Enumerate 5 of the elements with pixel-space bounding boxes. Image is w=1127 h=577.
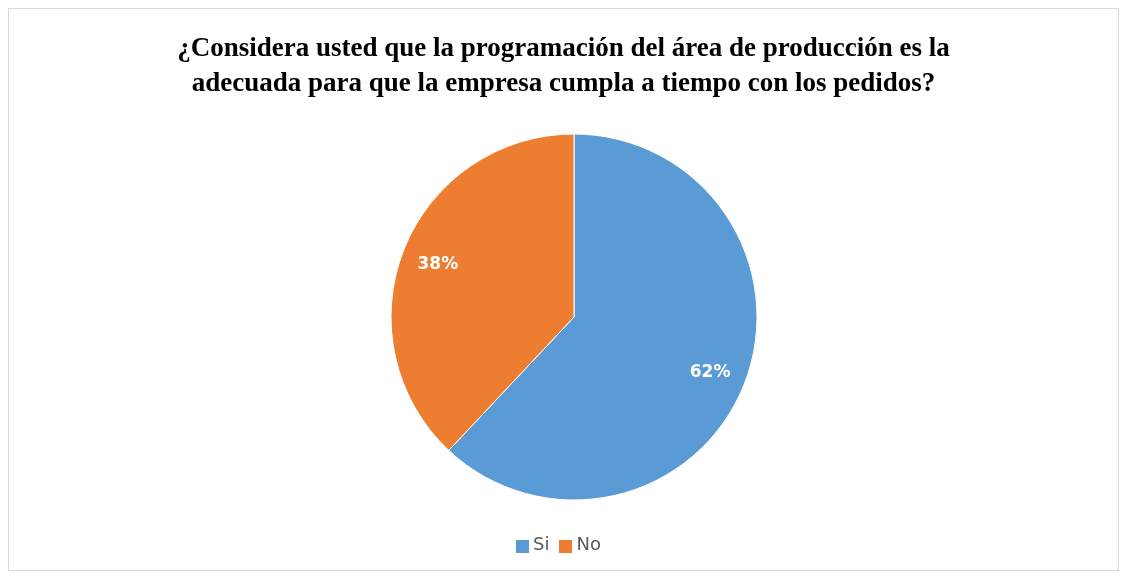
chart-title: ¿Considera usted que la programación del área de producción es la adecuada para que la empresa cumpla a tiempo con los pedidos? bbox=[176, 31, 951, 99]
data-label: 38% bbox=[417, 253, 459, 274]
data-label: 62% bbox=[689, 360, 731, 381]
legend-label: No bbox=[576, 533, 601, 554]
legend-label: Si bbox=[533, 533, 550, 554]
